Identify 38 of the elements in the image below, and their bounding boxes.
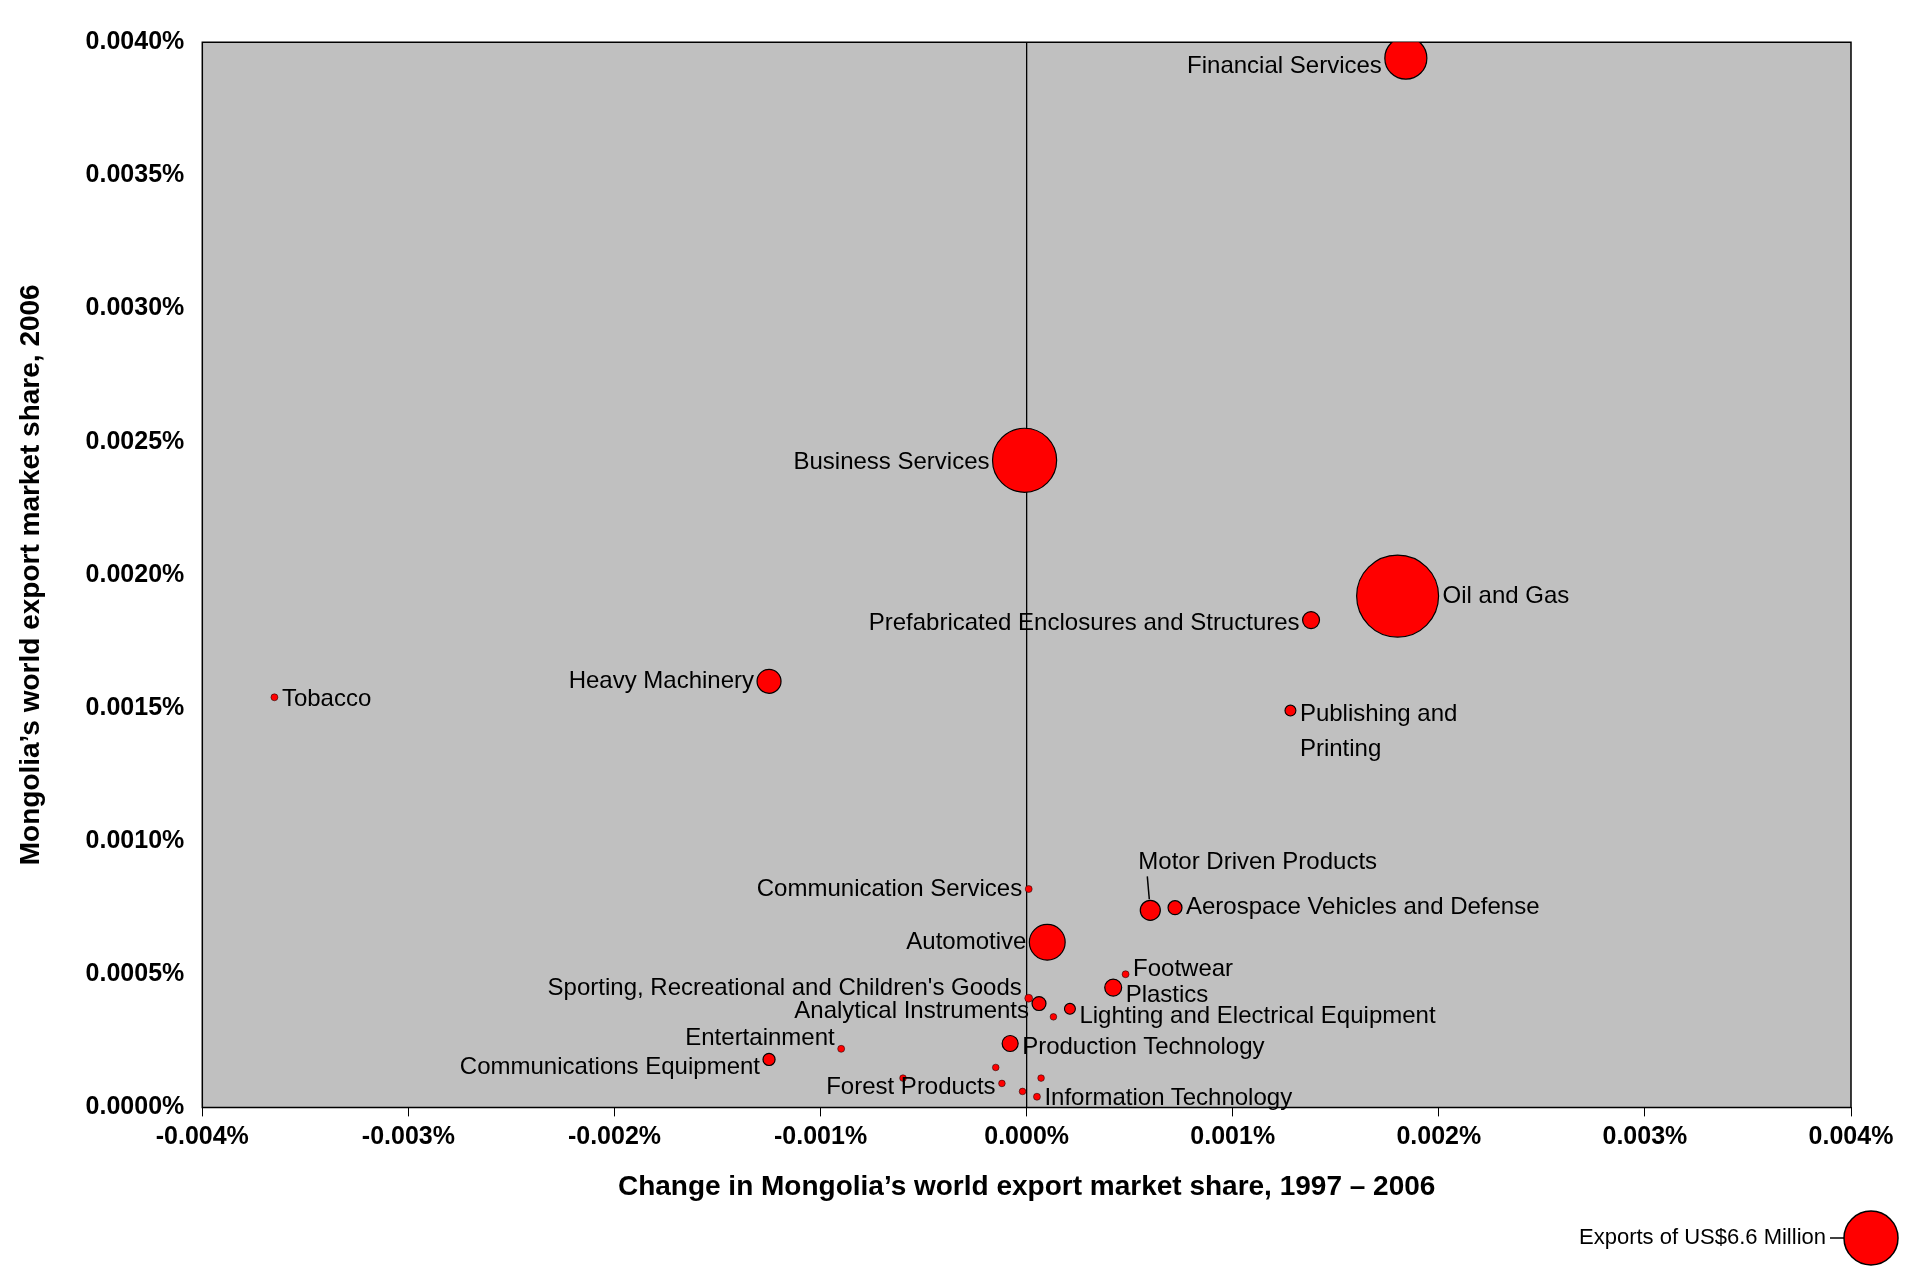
annotation: Tobacco: [281, 683, 372, 711]
annotation: Footwear: [1133, 953, 1234, 981]
y-tick-label: 0.0030%: [85, 292, 185, 321]
annotation: Sporting, Recreational and Children's Goods: [547, 972, 1022, 1000]
annotation: Aerospace Vehicles and Defense: [1186, 892, 1540, 920]
annotation: Information Technology: [1044, 1083, 1293, 1111]
x-axis-title: Change in Mongolia’s world export market share, 1997 – 2006: [617, 1169, 1436, 1201]
y-tick-label: 0.0020%: [85, 558, 185, 587]
x-tick-label: -0.003%: [361, 1121, 455, 1150]
x-tick-label: 0.002%: [1396, 1121, 1482, 1150]
annotation: Communications Equipment: [459, 1052, 761, 1080]
annotation: Automotive: [906, 926, 1027, 954]
annotation: Publishing and Printing: [1299, 699, 1458, 762]
x-tick-label: 0.004%: [1808, 1121, 1894, 1150]
y-tick-label: 0.0000%: [85, 1091, 185, 1120]
legend-label: Exports of US$6.6 Million: [1579, 1224, 1826, 1250]
y-tick-label: 0.0015%: [85, 691, 185, 720]
x-tick-label: 0.000%: [984, 1121, 1070, 1150]
annotation: Communication Services: [756, 873, 1023, 901]
x-tick-label: 0.003%: [1602, 1121, 1688, 1150]
y-tick-label: 0.0010%: [85, 824, 185, 853]
annotation: Forest Products: [826, 1072, 996, 1100]
x-tick-label: -0.001%: [774, 1121, 868, 1150]
annotation: Motor Driven Products: [1138, 846, 1378, 874]
annotation: Financial Services: [1187, 50, 1382, 78]
annotation: Entertainment: [685, 1023, 836, 1051]
x-tick-label: 0.001%: [1190, 1121, 1276, 1150]
y-tick-label: 0.0035%: [85, 159, 185, 188]
annotation: Business Services: [793, 446, 990, 474]
annotation: Lighting and Electrical Equipment: [1079, 1001, 1436, 1029]
annotation: Heavy Machinery: [568, 665, 755, 693]
annotation: Oil and Gas: [1442, 580, 1570, 608]
x-tick-label: -0.002%: [567, 1121, 662, 1150]
y-axis-title: Mongolia’s world export market share, 2006: [13, 284, 45, 866]
y-tick-label: 0.0040%: [85, 26, 185, 55]
y-tick-label: 0.0025%: [85, 425, 185, 454]
x-tick-label: -0.004%: [155, 1121, 249, 1150]
y-tick-label: 0.0005%: [85, 958, 185, 987]
